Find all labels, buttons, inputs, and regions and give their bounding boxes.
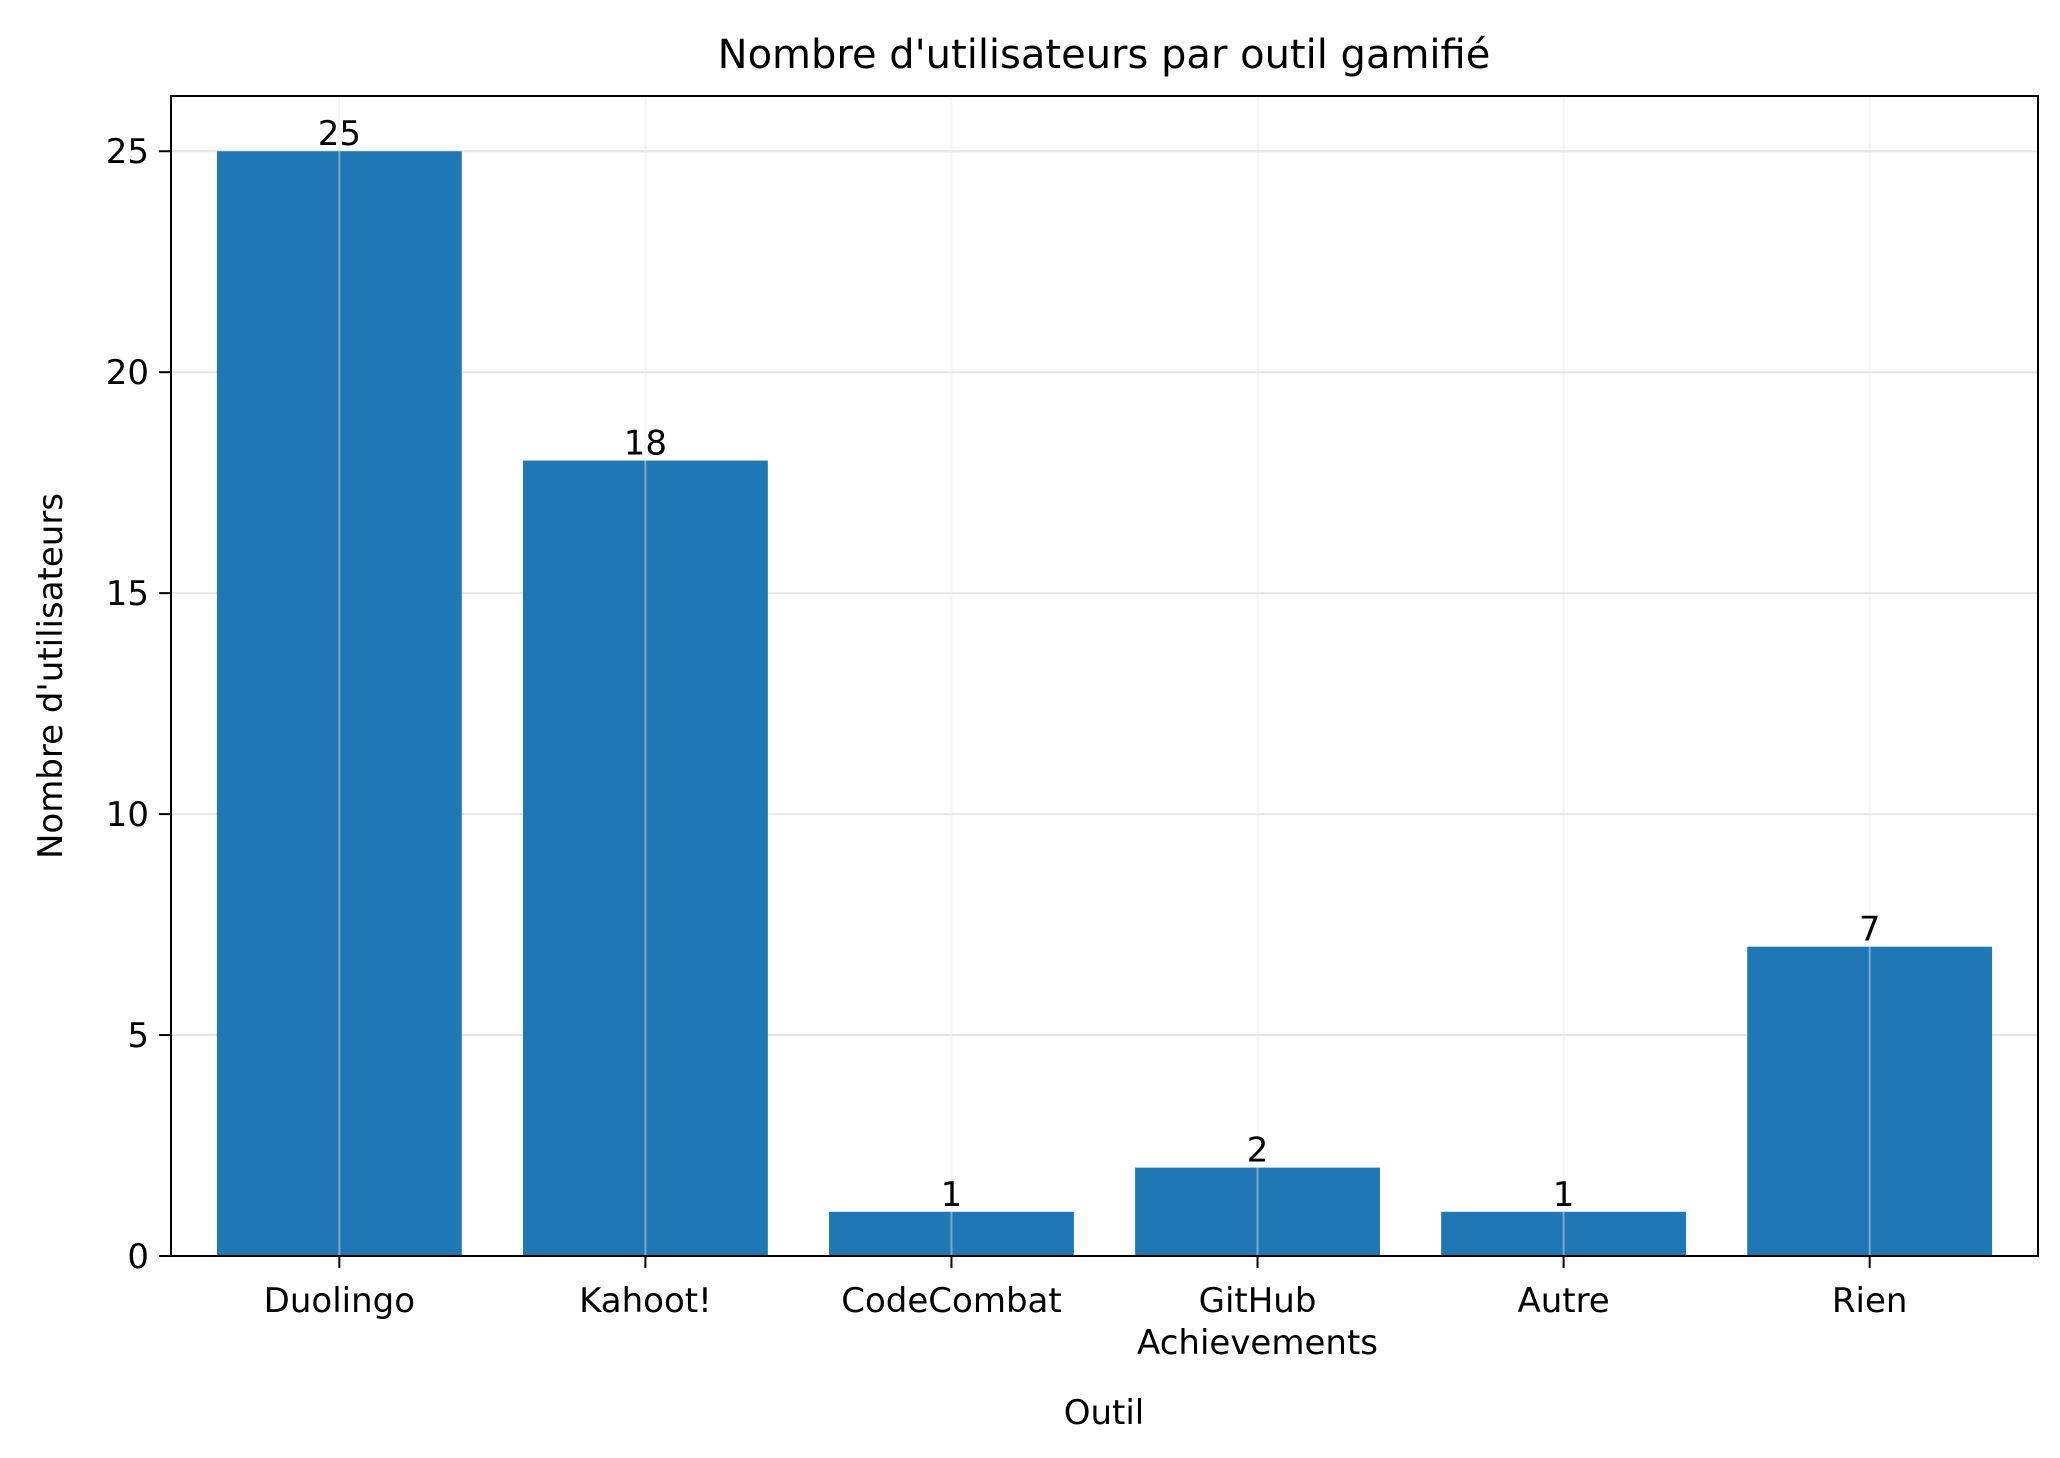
- bar-value-label: 2: [1247, 1131, 1269, 1171]
- x-tick-label: Autre: [1517, 1281, 1609, 1321]
- y-tick-label: 15: [106, 574, 149, 614]
- chart-title: Nombre d'utilisateurs par outil gamifié: [718, 32, 1491, 78]
- y-tick-label: 20: [106, 353, 149, 393]
- bar-value-label: 1: [941, 1175, 963, 1215]
- bar: [1441, 1211, 1687, 1256]
- data-labels: 25 18 1 2 1 7: [318, 114, 1881, 1215]
- vertical-grid: [338, 96, 1871, 1256]
- x-tick-label: CodeCombat: [841, 1281, 1061, 1321]
- bar-value-label: 25: [318, 114, 361, 154]
- ticks: 0 5 10 15 20 25 Duolingo Kahoot! CodeCombat GitHu…: [106, 132, 1908, 1363]
- y-tick-label: 5: [127, 1016, 149, 1056]
- bar-value-label: 7: [1859, 910, 1881, 950]
- y-axis-label: Nombre d'utilisateurs: [31, 493, 71, 859]
- bar: [829, 1211, 1074, 1256]
- bar: [216, 151, 462, 1257]
- bar-value-label: 1: [1553, 1175, 1575, 1215]
- y-tick-label: 0: [127, 1237, 149, 1277]
- plot-frame: [170, 95, 2039, 1257]
- bar-value-label: 18: [624, 424, 667, 464]
- bar: [1747, 946, 1993, 1256]
- y-tick-label: 10: [106, 795, 149, 835]
- bar: [1135, 1167, 1380, 1256]
- bar: [522, 460, 768, 1257]
- x-tick-label: Duolingo: [264, 1281, 415, 1321]
- x-tick-label: GitHub Achievements: [1137, 1281, 1378, 1363]
- x-tick-label: Rien: [1832, 1281, 1908, 1321]
- x-tick-label: Kahoot!: [579, 1281, 712, 1321]
- bars: [216, 151, 1993, 1257]
- y-tick-label: 25: [106, 132, 149, 172]
- x-axis-label: Outil: [1064, 1393, 1145, 1433]
